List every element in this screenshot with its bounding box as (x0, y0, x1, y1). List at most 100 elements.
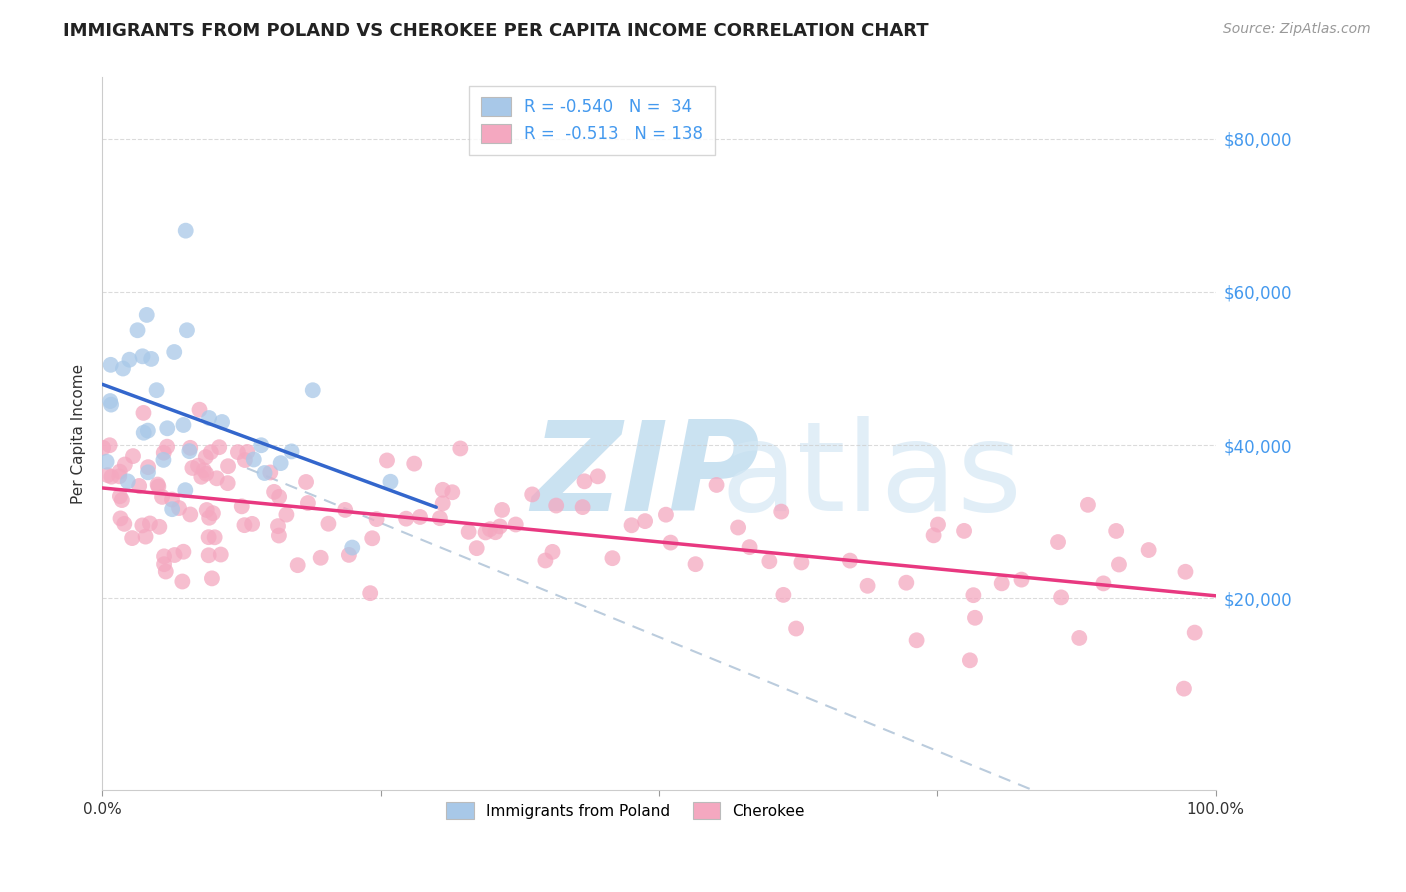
Point (534, 553, 557, 567)
Point (190, 470, 212, 484)
Point (231, 500, 253, 514)
Point (148, 479, 170, 493)
Point (110, 511, 132, 525)
Point (174, 224, 197, 238)
Point (267, 528, 290, 542)
Point (179, 441, 201, 455)
Point (111, 493, 134, 508)
Point (198, 510, 221, 524)
Point (297, 496, 319, 510)
Point (163, 345, 186, 359)
Point (1137, 543, 1160, 558)
Point (287, 558, 309, 573)
Point (135, 308, 157, 322)
Point (896, 575, 918, 590)
Point (198, 411, 221, 425)
Point (1174, 565, 1197, 579)
Point (727, 520, 749, 534)
Point (98, 438, 121, 452)
Point (194, 450, 217, 464)
Point (197, 530, 219, 544)
Point (905, 633, 928, 648)
Point (479, 522, 502, 536)
Point (136, 466, 159, 480)
Point (100, 469, 122, 483)
Point (132, 406, 155, 420)
Point (155, 565, 177, 579)
Point (505, 517, 527, 532)
Point (409, 510, 432, 524)
Point (163, 548, 186, 562)
Point (441, 485, 464, 500)
Point (1108, 558, 1130, 572)
Point (1092, 576, 1115, 591)
Point (209, 548, 232, 562)
Point (197, 549, 219, 563)
Point (586, 469, 609, 483)
Point (270, 456, 292, 470)
Point (318, 516, 340, 531)
Point (474, 525, 496, 540)
Point (1105, 524, 1128, 538)
Point (117, 475, 139, 489)
Point (263, 484, 285, 499)
Legend: Immigrants from Poland, Cherokee: Immigrants from Poland, Cherokee (440, 797, 811, 825)
Point (620, 518, 643, 533)
Point (484, 525, 506, 540)
Point (148, 520, 170, 534)
Point (280, 444, 302, 458)
Point (1050, 591, 1073, 605)
Point (706, 478, 728, 492)
Point (395, 511, 418, 525)
Point (449, 442, 471, 456)
Point (100, 358, 122, 372)
Point (201, 506, 224, 520)
Point (181, 461, 204, 475)
Point (361, 531, 384, 545)
Point (1069, 631, 1091, 645)
Y-axis label: Per Capita Income: Per Capita Income (72, 364, 86, 504)
Point (128, 479, 150, 493)
Point (200, 445, 222, 459)
Point (634, 514, 657, 528)
Point (366, 512, 388, 526)
Point (276, 508, 298, 522)
Point (108, 469, 131, 483)
Point (153, 549, 176, 564)
Point (404, 457, 426, 471)
Point (927, 517, 949, 532)
Point (150, 490, 173, 504)
Point (963, 611, 986, 625)
Point (114, 458, 136, 472)
Point (160, 502, 183, 516)
Point (226, 445, 249, 459)
Point (174, 483, 197, 498)
Point (108, 489, 131, 503)
Point (685, 557, 707, 571)
Point (217, 476, 239, 491)
Point (146, 477, 169, 491)
Point (240, 516, 263, 531)
Point (153, 558, 176, 572)
Point (91, 441, 114, 455)
Point (790, 556, 813, 570)
Point (491, 503, 513, 517)
Point (211, 415, 233, 429)
Point (432, 496, 454, 510)
Point (145, 383, 167, 397)
Point (172, 545, 194, 559)
Point (772, 588, 794, 602)
Point (118, 352, 141, 367)
Text: ZIP: ZIP (531, 416, 759, 537)
Point (195, 467, 218, 481)
Point (602, 551, 624, 566)
Point (233, 518, 256, 533)
Point (100, 398, 122, 412)
Point (152, 453, 174, 467)
Point (112, 516, 135, 531)
Point (187, 458, 209, 473)
Point (204, 530, 226, 544)
Point (179, 508, 201, 522)
Point (201, 571, 224, 585)
Point (856, 579, 879, 593)
